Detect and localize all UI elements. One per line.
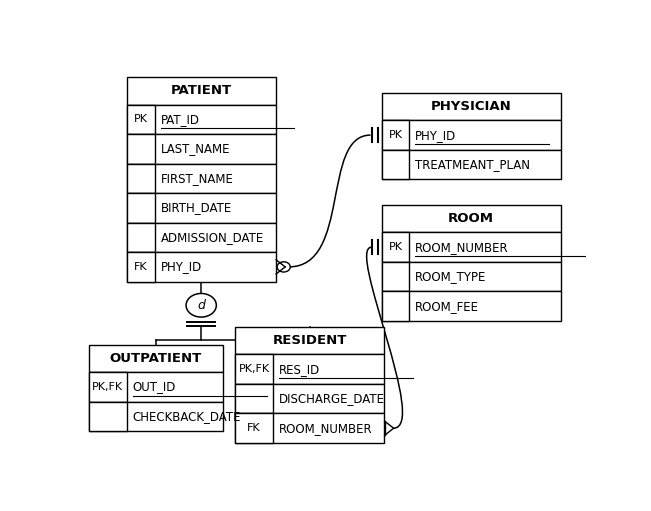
- Text: TREATMEANT_PLAN: TREATMEANT_PLAN: [415, 158, 531, 171]
- Bar: [381, 150, 409, 179]
- Text: PHY_ID: PHY_ID: [161, 261, 202, 273]
- Text: FIRST_NAME: FIRST_NAME: [161, 172, 234, 185]
- Text: ROOM_NUMBER: ROOM_NUMBER: [279, 422, 373, 435]
- Bar: [381, 262, 561, 291]
- Text: OUT_ID: OUT_ID: [133, 380, 176, 393]
- Bar: [127, 77, 275, 105]
- Bar: [381, 291, 409, 321]
- Text: RES_ID: RES_ID: [279, 363, 320, 376]
- Text: PHYSICIAN: PHYSICIAN: [431, 100, 512, 113]
- Text: PK: PK: [133, 114, 148, 124]
- Bar: [235, 413, 273, 443]
- Text: ADMISSION_DATE: ADMISSION_DATE: [161, 231, 264, 244]
- Text: PHY_ID: PHY_ID: [415, 129, 456, 142]
- Circle shape: [186, 293, 216, 317]
- Bar: [127, 252, 275, 282]
- Bar: [89, 402, 127, 431]
- Text: PK: PK: [389, 242, 402, 252]
- Text: PAT_ID: PAT_ID: [161, 113, 200, 126]
- Bar: [381, 205, 561, 233]
- Bar: [381, 150, 561, 179]
- Bar: [381, 262, 409, 291]
- Bar: [381, 233, 561, 262]
- Text: PK: PK: [389, 130, 402, 140]
- Text: LAST_NAME: LAST_NAME: [161, 143, 230, 155]
- Text: RESIDENT: RESIDENT: [273, 334, 347, 347]
- Bar: [127, 164, 154, 193]
- Text: CHECKBACK_DATE: CHECKBACK_DATE: [133, 410, 242, 423]
- Bar: [127, 164, 275, 193]
- Bar: [89, 402, 223, 431]
- Bar: [127, 105, 275, 134]
- Bar: [235, 413, 384, 443]
- Text: OUTPATIENT: OUTPATIENT: [109, 352, 202, 365]
- Bar: [127, 193, 154, 223]
- Text: d: d: [197, 299, 205, 312]
- Text: ROOM_NUMBER: ROOM_NUMBER: [415, 241, 509, 254]
- Text: DISCHARGE_DATE: DISCHARGE_DATE: [279, 392, 385, 405]
- Bar: [127, 252, 154, 282]
- Bar: [89, 344, 223, 372]
- Bar: [235, 327, 384, 355]
- Bar: [89, 372, 223, 402]
- Bar: [127, 134, 275, 164]
- Text: BIRTH_DATE: BIRTH_DATE: [161, 201, 232, 215]
- Text: FK: FK: [247, 423, 261, 433]
- Text: ROOM_TYPE: ROOM_TYPE: [415, 270, 487, 283]
- Bar: [381, 291, 561, 321]
- Bar: [127, 223, 154, 252]
- Text: ROOM: ROOM: [448, 212, 494, 225]
- Text: PK,FK: PK,FK: [239, 364, 270, 374]
- Bar: [127, 193, 275, 223]
- Bar: [127, 105, 154, 134]
- Circle shape: [277, 262, 290, 272]
- Bar: [89, 372, 127, 402]
- Text: ROOM_FEE: ROOM_FEE: [415, 300, 479, 313]
- Bar: [235, 355, 273, 384]
- Bar: [235, 384, 273, 413]
- Bar: [381, 121, 561, 150]
- Text: FK: FK: [134, 262, 148, 272]
- Bar: [235, 384, 384, 413]
- Bar: [381, 93, 561, 120]
- Bar: [127, 223, 275, 252]
- Bar: [235, 355, 384, 384]
- Bar: [127, 134, 154, 164]
- Bar: [381, 233, 409, 262]
- Text: PK,FK: PK,FK: [92, 382, 124, 392]
- Text: PATIENT: PATIENT: [171, 84, 232, 97]
- Bar: [381, 121, 409, 150]
